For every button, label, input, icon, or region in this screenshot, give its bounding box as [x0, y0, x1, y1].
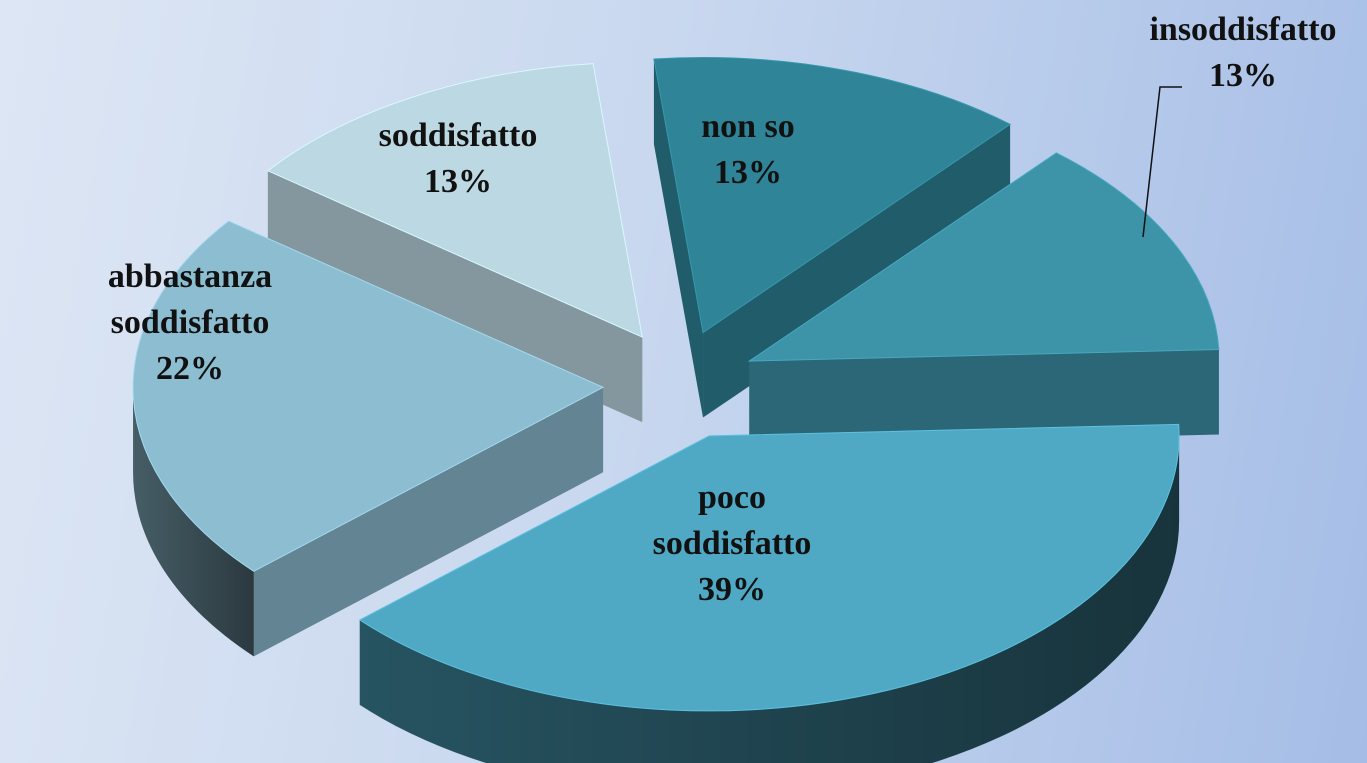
pie-slice-side — [749, 349, 1219, 447]
pie-slice-rim-shade — [359, 435, 1180, 763]
leader-line — [1142, 86, 1182, 238]
pie-slice-top — [132, 220, 605, 572]
pie-slice — [266, 63, 643, 423]
pie-labels: non so 13% insoddisfatto 13% poco soddisfatto… — [108, 11, 1337, 608]
slice-category-label: abbastanza — [108, 258, 272, 295]
pie-slice-top — [747, 152, 1220, 362]
pie-slice-side — [653, 59, 704, 418]
slice-category-label: soddisfatto — [111, 304, 270, 341]
pie-slice-side — [253, 387, 604, 657]
pie-slices — [132, 57, 1220, 763]
slice-category-label: poco — [698, 479, 766, 516]
slice-category-label: insoddisfatto — [1149, 11, 1336, 48]
pie-slice-top — [653, 57, 1012, 334]
slice-percent-label: 13% — [424, 163, 492, 200]
slice-percent-label: 13% — [1209, 57, 1277, 94]
slice-category-label: soddisfatto — [379, 117, 538, 154]
pie-slice — [358, 423, 1180, 763]
pie-slice-top — [358, 423, 1180, 712]
pie-slice-top — [266, 63, 643, 338]
pie-slice-rim-shade — [133, 387, 254, 657]
slice-percent-label: 13% — [714, 154, 782, 191]
slice-percent-label: 22% — [156, 350, 224, 387]
pie-slice — [132, 220, 605, 657]
slice-category-label: non so — [701, 108, 795, 145]
slice-category-label: soddisfatto — [653, 525, 812, 562]
pie-slice-side — [267, 170, 643, 423]
pie-slice — [747, 152, 1220, 447]
slice-percent-label: 39% — [698, 571, 766, 608]
